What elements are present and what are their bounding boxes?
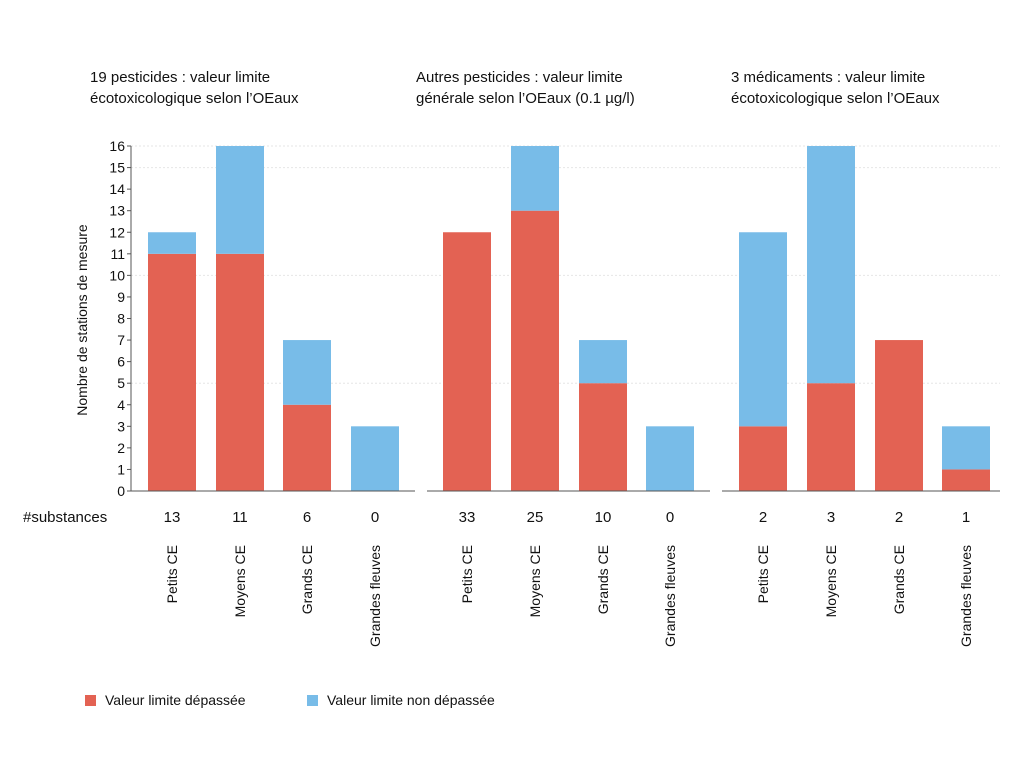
panel-title-3-line1: 3 médicaments : valeur limite xyxy=(731,69,926,86)
y-tick-label: 4 xyxy=(117,397,125,413)
legend-item-not-exceeded: Valeur limite non dépassée xyxy=(307,692,495,708)
bar-not-exceeded xyxy=(807,146,855,384)
panel-title-3-line2: écotoxicologique selon l’OEaux xyxy=(731,90,940,107)
substances-count: 2 xyxy=(895,509,903,526)
category-label: Petits CE xyxy=(755,545,771,603)
y-tick-label: 3 xyxy=(117,418,125,434)
y-tick-label: 2 xyxy=(117,440,125,456)
substances-count: 0 xyxy=(666,509,674,526)
panel-title-1-line1: 19 pesticides : valeur limite xyxy=(90,69,271,86)
y-axis-label: Nombre de stations de mesure xyxy=(74,224,90,416)
substances-count: 0 xyxy=(371,509,379,526)
y-tick-label: 16 xyxy=(109,138,125,154)
legend-swatch-not-exceeded xyxy=(307,694,318,706)
bar-not-exceeded xyxy=(942,426,990,470)
substances-count: 11 xyxy=(232,509,248,526)
y-tick-label: 7 xyxy=(117,332,125,348)
category-label: Grandes fleuves xyxy=(662,545,678,647)
bar-not-exceeded xyxy=(283,340,331,405)
category-label: Grands CE xyxy=(595,545,611,614)
bar-not-exceeded xyxy=(351,426,399,491)
grid-lines xyxy=(131,145,1000,384)
y-tick-label: 8 xyxy=(117,311,125,327)
bar-exceeded xyxy=(942,469,990,491)
bar-not-exceeded xyxy=(646,426,694,491)
legend-label-exceeded: Valeur limite dépassée xyxy=(105,692,246,708)
panel-title-2-line1: Autres pesticides : valeur limite xyxy=(416,69,623,86)
y-tick-label: 1 xyxy=(117,461,125,477)
category-label: Grands CE xyxy=(299,545,315,614)
substances-count: 10 xyxy=(595,509,612,526)
category-label: Petits CE xyxy=(164,545,180,603)
bar-exceeded xyxy=(579,383,627,491)
bar-exceeded xyxy=(875,340,923,491)
category-label: Moyens CE xyxy=(527,545,543,617)
panel-title-2: Autres pesticides : valeur limite généra… xyxy=(416,67,716,109)
substances-count: 3 xyxy=(827,509,835,526)
bar-exceeded xyxy=(283,404,331,491)
panel-title-2-line2: générale selon l’OEaux (0.1 µg/l) xyxy=(416,90,635,107)
bar-not-exceeded xyxy=(216,146,264,254)
panel-title-1: 19 pesticides : valeur limite écotoxicol… xyxy=(90,67,390,109)
y-tick-label: 10 xyxy=(109,267,125,283)
panel-title-3: 3 médicaments : valeur limite écotoxicol… xyxy=(731,67,1024,109)
substances-count: 1 xyxy=(962,509,970,526)
substances-row-label: #substances xyxy=(23,509,107,526)
y-tick-label: 0 xyxy=(117,483,125,499)
category-label: Grandes fleuves xyxy=(958,545,974,647)
category-label: Moyens CE xyxy=(232,545,248,617)
y-tick-label: 14 xyxy=(109,181,125,197)
y-tick-label: 12 xyxy=(109,224,125,240)
bar-exceeded xyxy=(443,232,491,491)
y-tick-label: 11 xyxy=(110,246,125,262)
bar-exceeded xyxy=(739,426,787,491)
bar-not-exceeded xyxy=(739,232,787,427)
y-tick-label: 15 xyxy=(109,160,125,176)
y-tick-label: 5 xyxy=(117,375,125,391)
category-label: Moyens CE xyxy=(823,545,839,617)
bar-not-exceeded xyxy=(148,232,196,254)
substances-count: 25 xyxy=(527,509,544,526)
legend-item-exceeded: Valeur limite dépassée xyxy=(85,692,246,708)
substances-count: 33 xyxy=(459,509,476,526)
y-tick-label: 9 xyxy=(117,289,125,305)
bar-exceeded xyxy=(511,210,559,491)
category-label: Grandes fleuves xyxy=(367,545,383,647)
bar-exceeded xyxy=(807,383,855,491)
bar-not-exceeded xyxy=(511,146,559,211)
bar-exceeded xyxy=(216,253,264,491)
category-label: Grands CE xyxy=(891,545,907,614)
y-tick-label: 6 xyxy=(117,354,125,370)
substances-count: 2 xyxy=(759,509,767,526)
legend-label-not-exceeded: Valeur limite non dépassée xyxy=(327,692,495,708)
legend-swatch-exceeded xyxy=(85,694,96,706)
y-tick-label: 13 xyxy=(109,203,125,219)
bar-exceeded xyxy=(148,253,196,491)
panel-title-1-line2: écotoxicologique selon l’OEaux xyxy=(90,90,299,107)
bar-not-exceeded xyxy=(579,340,627,384)
substances-count: 13 xyxy=(164,509,181,526)
bars xyxy=(148,146,990,491)
category-label: Petits CE xyxy=(459,545,475,603)
substances-count: 6 xyxy=(303,509,311,526)
